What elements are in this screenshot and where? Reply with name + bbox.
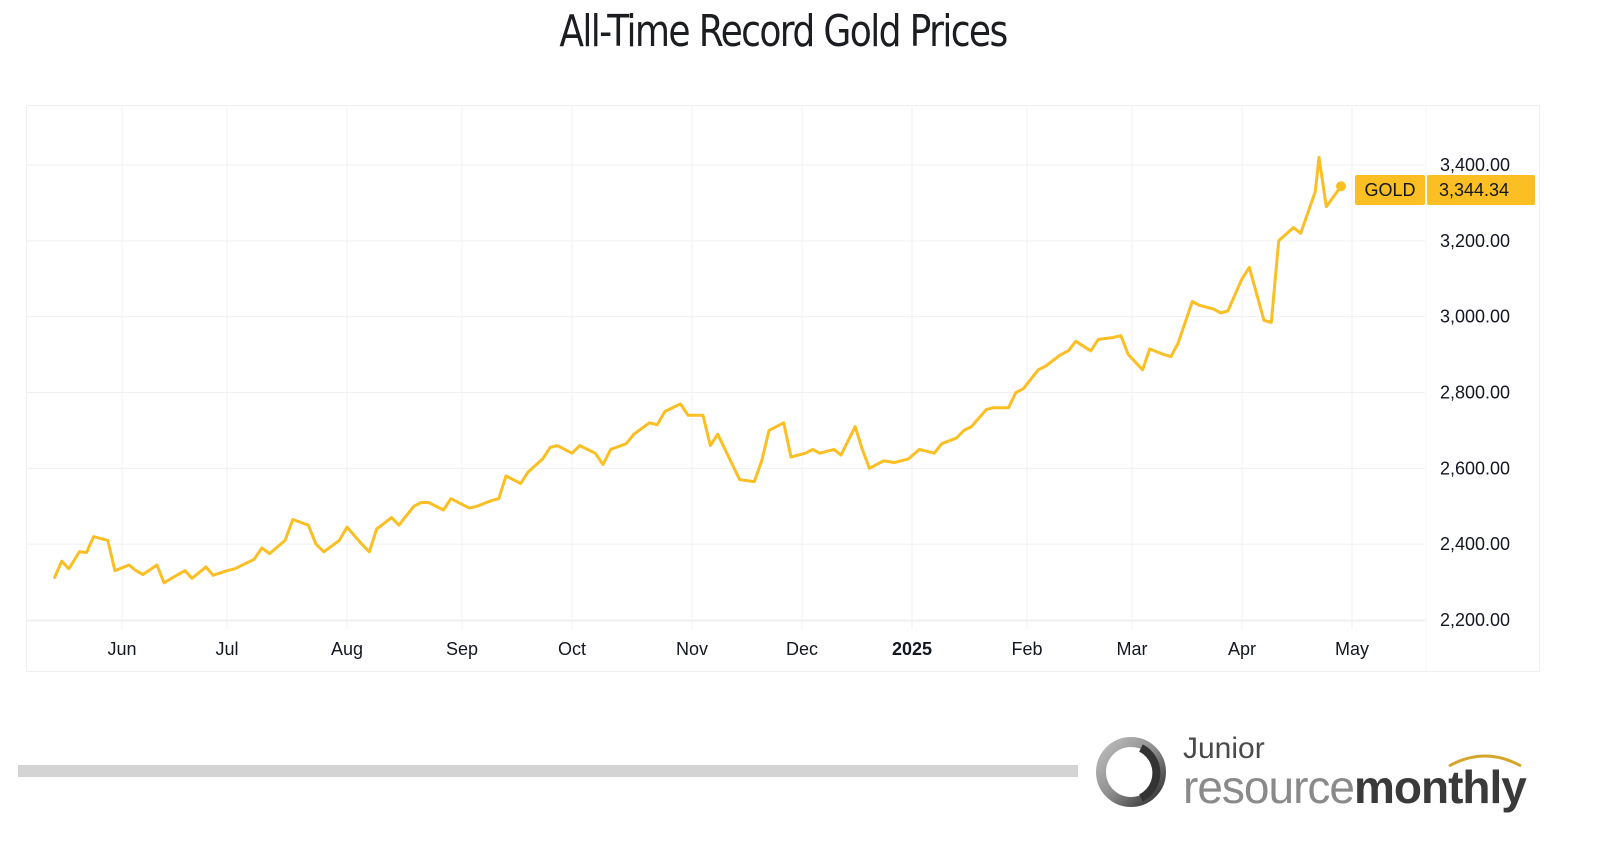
y-tick-label: 3,000.00 bbox=[1440, 307, 1510, 327]
ring-logo-icon bbox=[1096, 737, 1166, 807]
y-tick-label: 3,400.00 bbox=[1440, 155, 1510, 175]
footer-divider-bar bbox=[18, 765, 1078, 777]
chart-frame bbox=[26, 105, 1540, 672]
y-tick-label: 2,600.00 bbox=[1440, 458, 1510, 478]
y-tick-label: 2,400.00 bbox=[1440, 534, 1510, 554]
x-tick-label: Sep bbox=[446, 639, 478, 659]
logo-resource-light: resource bbox=[1183, 761, 1355, 813]
logo-resource-text: resourcemonthly bbox=[1183, 760, 1527, 814]
y-tick-label: 2,200.00 bbox=[1440, 610, 1510, 630]
x-tick-label: Jun bbox=[107, 639, 136, 659]
junior-resource-monthly-logo: Junior resourcemonthly bbox=[1095, 730, 1565, 820]
x-tick-label: Apr bbox=[1228, 639, 1256, 659]
price-chart: 2,200.00 2,400.00 2,600.00 2,800.00 3,000.00… bbox=[27, 106, 1511, 671]
x-tick-label: Nov bbox=[676, 639, 708, 659]
y-tick-label: 3,200.00 bbox=[1440, 231, 1510, 251]
x-tick-label: Feb bbox=[1011, 639, 1042, 659]
y-axis-ticks: 2,200.00 2,400.00 2,600.00 2,800.00 3,000.00… bbox=[1440, 155, 1510, 630]
gold-price-line bbox=[53, 155, 1343, 585]
x-tick-label: Oct bbox=[558, 639, 586, 659]
y-tick-label: 2,800.00 bbox=[1440, 383, 1510, 403]
symbol-badge: GOLD bbox=[1355, 175, 1425, 205]
x-tick-label: Aug bbox=[331, 639, 363, 659]
chart-title: All-Time Record Gold Prices bbox=[559, 6, 1008, 57]
x-tick-label: Mar bbox=[1117, 639, 1148, 659]
x-tick-label: May bbox=[1335, 639, 1369, 659]
logo-monthly-bold: monthly bbox=[1353, 761, 1527, 813]
x-axis-ticks: Jun Jul Aug Sep Oct Nov Dec 2025 Feb Mar Apr May bbox=[107, 639, 1369, 659]
logo-junior-text: Junior bbox=[1183, 732, 1265, 765]
x-tick-label: 2025 bbox=[892, 639, 932, 659]
pickaxe-arc-icon bbox=[1448, 754, 1522, 768]
gridlines bbox=[27, 106, 1427, 671]
x-tick-label: Jul bbox=[215, 639, 238, 659]
x-tick-label: Dec bbox=[786, 639, 818, 659]
last-price-badge: 3,344.34 bbox=[1427, 175, 1535, 205]
last-price-dot bbox=[1336, 181, 1346, 192]
